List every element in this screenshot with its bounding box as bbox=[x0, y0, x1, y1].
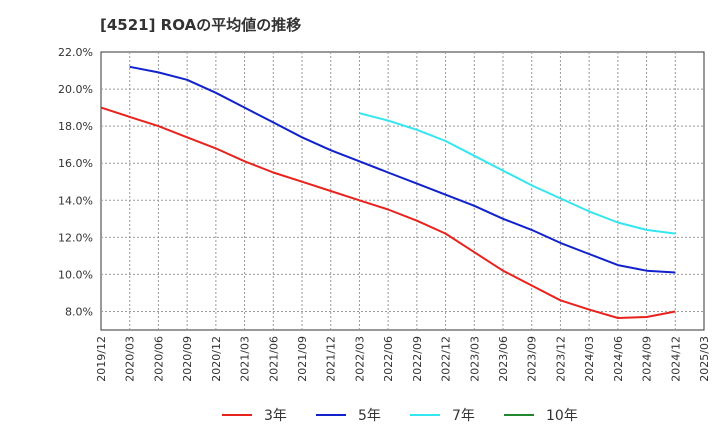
x-tick-label: 2022/12 bbox=[440, 336, 453, 382]
x-tick-label: 2024/09 bbox=[641, 336, 654, 382]
y-tick-label: 18.0% bbox=[58, 120, 93, 133]
x-tick-label: 2019/12 bbox=[95, 336, 108, 382]
y-tick-label: 16.0% bbox=[58, 157, 93, 170]
x-tick-label: 2024/03 bbox=[583, 336, 596, 382]
x-tick-label: 2022/06 bbox=[382, 336, 395, 382]
legend: 3年 5年 7年 10年 bbox=[222, 408, 578, 424]
x-tick-label: 2023/03 bbox=[468, 336, 481, 382]
y-tick-label: 22.0% bbox=[58, 46, 93, 59]
x-tick-label: 2020/03 bbox=[124, 336, 137, 382]
legend-label: 10年 bbox=[546, 408, 578, 424]
x-tick-label: 2024/12 bbox=[669, 336, 682, 382]
y-tick-label: 20.0% bbox=[58, 83, 93, 96]
series-line bbox=[359, 112, 676, 235]
x-tick-label: 2021/09 bbox=[296, 336, 309, 382]
y-tick-label: 12.0% bbox=[58, 231, 93, 244]
x-tick-label: 2021/03 bbox=[239, 336, 252, 382]
x-tick-label: 2023/06 bbox=[497, 336, 510, 382]
legend-label: 7年 bbox=[452, 408, 475, 424]
legend-label: 3年 bbox=[264, 408, 287, 424]
plot-area bbox=[100, 51, 705, 331]
y-tick-label: 10.0% bbox=[58, 268, 93, 281]
legend-label: 5年 bbox=[358, 408, 381, 424]
series-line bbox=[100, 106, 676, 319]
x-tick-label: 2020/09 bbox=[181, 336, 194, 382]
x-tick-label: 2024/06 bbox=[612, 336, 625, 382]
x-tick-label: 2025/03 bbox=[698, 336, 711, 382]
series-line bbox=[129, 65, 676, 274]
x-axis-ticks: 2019/12 2020/03 2020/06 2020/09 2020/12 2021/… bbox=[95, 336, 711, 382]
x-tick-label: 2021/06 bbox=[267, 336, 280, 382]
x-tick-label: 2022/03 bbox=[353, 336, 366, 382]
y-tick-label: 14.0% bbox=[58, 194, 93, 207]
x-tick-label: 2023/12 bbox=[554, 336, 567, 382]
y-axis-ticks: 8.0% 10.0% 12.0% 14.0% 16.0% 18.0% 20.0% 22.0% bbox=[58, 46, 93, 318]
x-tick-label: 2020/12 bbox=[210, 336, 223, 382]
x-tick-label: 2020/06 bbox=[152, 336, 165, 382]
chart-title: [4521] ROAの平均値の推移 bbox=[100, 16, 302, 34]
y-tick-label: 8.0% bbox=[65, 305, 93, 318]
x-tick-label: 2023/09 bbox=[526, 336, 539, 382]
x-tick-label: 2021/12 bbox=[325, 336, 338, 382]
x-tick-label: 2022/09 bbox=[411, 336, 424, 382]
series-lines bbox=[100, 65, 676, 319]
